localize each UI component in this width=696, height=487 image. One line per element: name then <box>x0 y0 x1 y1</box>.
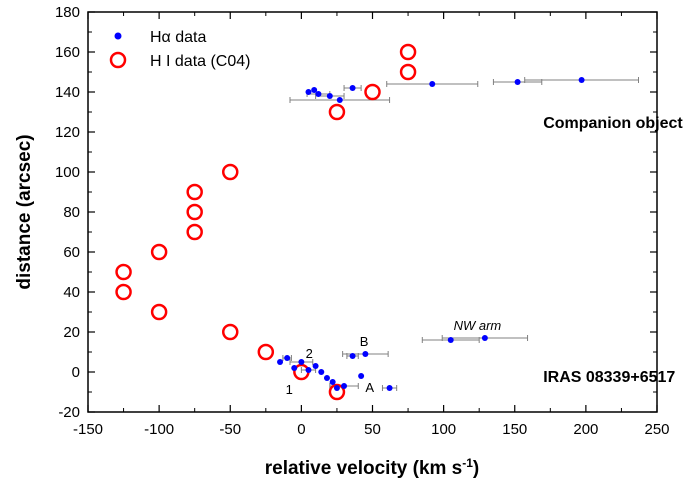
annotation-iras: IRAS 08339+6517 <box>543 369 675 386</box>
y-tick-label: 40 <box>63 284 80 301</box>
x-tick-label: -50 <box>219 421 241 438</box>
hi-point <box>150 243 168 261</box>
halpha-series <box>277 77 585 391</box>
y-tick-label: 100 <box>55 164 80 181</box>
annotation-a: A <box>365 380 374 395</box>
halpha-point <box>305 89 312 95</box>
hi-point <box>328 103 346 121</box>
y-tick-label: 140 <box>55 84 80 101</box>
hi-point <box>399 63 417 81</box>
x-tick-label: 150 <box>502 421 527 438</box>
annotation-companion: Companion object <box>543 115 683 132</box>
hi-point <box>399 43 417 61</box>
halpha-point <box>341 383 348 389</box>
halpha-point <box>311 87 318 93</box>
hi-point <box>115 283 132 301</box>
x-tick-label: 50 <box>364 421 381 438</box>
annotation-one: 1 <box>286 382 293 397</box>
halpha-point <box>514 79 521 85</box>
halpha-point <box>329 379 336 385</box>
y-tick-label: 0 <box>72 364 80 381</box>
y-tick-label: 160 <box>55 44 80 61</box>
halpha-point <box>336 97 343 103</box>
x-axis-title: relative velocity (km s-1) <box>265 456 480 479</box>
hi-point <box>257 343 275 361</box>
hi-series <box>115 43 417 401</box>
hi-point <box>115 263 132 281</box>
halpha-point <box>349 353 356 359</box>
plot-frame <box>87 11 658 413</box>
x-tick-label: -100 <box>144 421 174 438</box>
hi-point <box>222 163 239 181</box>
hi-point <box>364 83 381 101</box>
hi-point <box>186 203 203 221</box>
x-tick-label: 0 <box>297 421 305 438</box>
halpha-point <box>429 81 436 87</box>
halpha-point <box>386 385 393 391</box>
halpha-point <box>447 337 454 343</box>
x-tick-label: 100 <box>431 421 456 438</box>
legend: Hα data H I data (C04) <box>109 29 250 70</box>
halpha-point <box>481 335 488 341</box>
y-tick-label: 80 <box>63 204 80 221</box>
halpha-point <box>298 359 305 365</box>
legend-marker-halpha <box>114 32 122 40</box>
halpha-point <box>333 385 340 391</box>
halpha-point <box>326 93 333 99</box>
y-tick-label: -20 <box>58 404 80 421</box>
halpha-point <box>291 365 298 371</box>
y-tick-label: 180 <box>55 4 80 21</box>
legend-label-hi: H I data (C04) <box>150 53 250 70</box>
axis-ticks: -150 -100 -50 0 50 100 150 200 250 -20 0 20 40 60 80 10… <box>55 4 670 438</box>
y-axis-title: distance (arcsec) <box>14 134 35 289</box>
annotation-nw: NW arm <box>454 318 502 333</box>
annotation-b: B <box>360 334 369 349</box>
halpha-point <box>578 77 585 83</box>
hi-point <box>186 183 203 201</box>
legend-label-halpha: Hα data <box>150 29 206 46</box>
halpha-point <box>362 351 369 357</box>
annotation-two: 2 <box>306 346 313 361</box>
legend-marker-hi <box>109 51 127 69</box>
halpha-point <box>277 359 284 365</box>
x-tick-label: -150 <box>73 421 103 438</box>
hi-point <box>222 323 239 341</box>
halpha-point <box>349 85 356 91</box>
y-tick-label: 120 <box>55 124 80 141</box>
y-tick-label: 60 <box>63 244 80 261</box>
y-tick-label: 20 <box>63 324 80 341</box>
hi-point <box>150 303 168 321</box>
halpha-point <box>312 363 319 369</box>
halpha-point <box>284 355 291 361</box>
hi-point <box>186 223 203 241</box>
halpha-point <box>318 369 325 375</box>
annotations: Companion object IRAS 08339+6517 NW arm B A 2… <box>286 115 684 397</box>
halpha-point <box>315 91 322 97</box>
halpha-point <box>305 367 312 373</box>
x-tick-label: 250 <box>644 421 669 438</box>
halpha-point <box>358 373 365 379</box>
x-tick-label: 200 <box>573 421 598 438</box>
halpha-point <box>323 375 330 381</box>
